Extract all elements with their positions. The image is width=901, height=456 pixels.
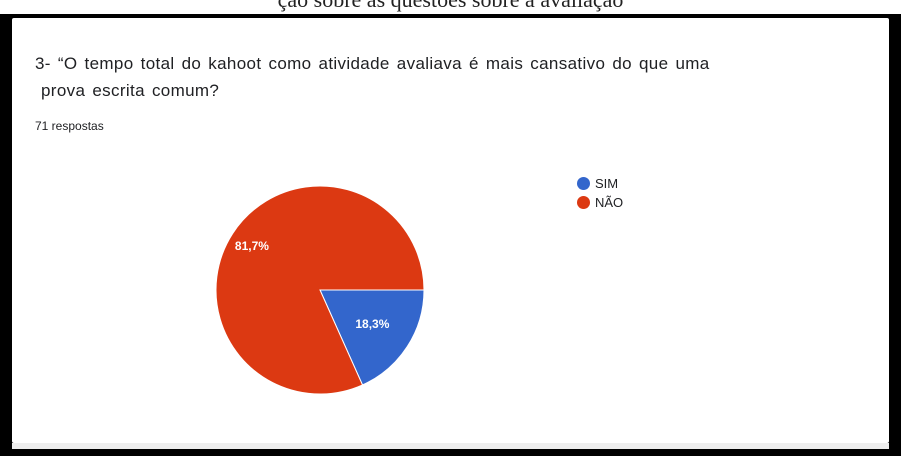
pie-chart: 18,3% 81,7%	[215, 185, 425, 395]
cropped-header-text: ção sobre as questões sobre a avaliação	[0, 0, 901, 13]
legend-label-sim: SIM	[595, 176, 619, 191]
question-line-2: prova escrita comum?	[41, 81, 220, 100]
responses-count: 71 respostas	[35, 119, 104, 133]
legend-label-nao: NÃO	[595, 195, 624, 210]
legend-item-nao[interactable]: NÃO	[577, 193, 623, 212]
slice-label-sim: 18,3%	[355, 317, 389, 331]
question-line-1: 3- “O tempo total do kahoot como ativida…	[35, 54, 710, 73]
chart-legend: SIM NÃO	[577, 174, 623, 212]
legend-swatch-sim	[577, 177, 590, 190]
pie-slice-sim[interactable]	[319, 289, 425, 386]
legend-item-sim[interactable]: SIM	[577, 174, 623, 193]
legend-swatch-nao	[577, 196, 590, 209]
bottom-divider	[12, 443, 889, 449]
cropped-header-strip: ção sobre as questões sobre a avaliação	[0, 0, 901, 14]
question-title: 3- “O tempo total do kahoot como ativida…	[35, 50, 855, 104]
pie-slice-nao[interactable]	[215, 185, 425, 395]
chart-card: 3- “O tempo total do kahoot como ativida…	[12, 18, 889, 443]
slice-label-nao: 81,7%	[235, 239, 269, 253]
